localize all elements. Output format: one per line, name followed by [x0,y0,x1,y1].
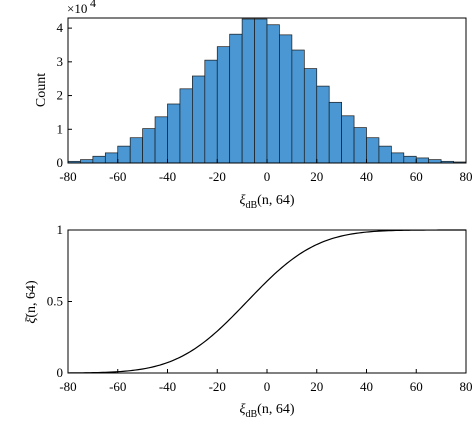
histogram-ytick-label: 4 [57,20,64,35]
histogram-xtick-label: -40 [159,169,176,184]
cdf-xtick-label: -60 [109,379,126,394]
histogram-bar-11 [204,59,218,164]
cdf-xtick-label: 0 [264,379,271,394]
histogram-bar-5 [129,137,143,164]
cdf-ytick-label: 0 [57,365,64,380]
cdf-ylabel-main: ξ̄ [24,314,39,324]
histogram-bar-12 [216,46,231,164]
cdf-xtick-label: 80 [460,379,473,394]
histogram-bar-16 [266,24,280,164]
histogram-bar-7 [154,116,168,164]
histogram-bar-10 [192,75,206,164]
cdf-xtick-label: 20 [310,379,323,394]
histogram-xtick-label: 60 [410,169,423,184]
cdf-ylabel: ξ̄(n, 64) [24,280,39,324]
cdf-xlabel-sub: dB [246,409,258,420]
histogram-bar-26 [391,152,405,164]
histogram-bar-20 [316,85,330,164]
cdf-xlabel-args: (n, 64) [257,402,295,417]
histogram-bar-8 [167,103,181,164]
histogram-bars [67,18,467,164]
histogram-xtick-label: -80 [59,169,76,184]
cdf-yticks: 00.51 [47,222,72,380]
histogram-bar-28 [415,157,430,164]
histogram-bar-13 [229,33,243,164]
histogram-bar-3 [104,152,119,164]
histogram-bar-9 [179,88,193,164]
histogram-bar-18 [291,49,305,164]
cdf-xtick-label: -20 [209,379,226,394]
histogram-xtick-label: 20 [310,169,323,184]
histogram-ytick-label: 3 [57,54,64,69]
histogram-yticks: 0 1 2 3 4 [57,20,72,170]
histogram-ytick-label: 1 [57,121,64,136]
cdf-line [67,229,467,374]
histogram-bar-22 [341,115,355,164]
histogram-xtick-label: -20 [209,169,226,184]
histogram-ytick-label: 0 [57,155,64,170]
histogram-bar-2 [92,155,106,164]
cdf-ytick-label: 1 [57,222,64,237]
histogram-bar-29 [428,159,442,164]
histogram-bar-27 [403,155,417,164]
histogram-xtick-label: 80 [460,169,473,184]
cdf-xtick-label: -40 [159,379,176,394]
histogram-bar-24 [366,137,380,164]
cdf-xlabel-main: ξ [240,402,246,417]
histogram-xlabel-args: (n, 64) [257,193,295,208]
cdf-xtick-label: 60 [410,379,423,394]
histogram-bar-19 [303,68,318,164]
histogram-exponent-power: 4 [90,0,96,10]
cdf-xticks: -80 -60 -40 -20 0 20 40 60 80 [59,369,473,394]
cdf-ylabel-args: (n, 64) [24,280,39,318]
histogram-bar-25 [378,145,392,164]
histogram-xtick-label: 40 [360,169,373,184]
histogram-xlabel: ξdB(n, 64) [240,193,295,211]
histogram-ylabel: Count [34,73,49,107]
histogram-xticks: -80 -60 -40 -20 0 20 40 60 80 [59,159,473,184]
histogram-bar-17 [279,34,293,164]
histogram-bar-14 [241,18,255,164]
histogram-bar-23 [353,127,367,164]
histogram-bar-15 [254,18,268,164]
histogram-xlabel-main: ξ [240,193,246,208]
cdf-ytick-label: 0.5 [47,294,63,309]
histogram-xtick-label: -60 [109,169,126,184]
histogram-xlabel-sub: dB [246,200,258,211]
cdf-chart: -80 -60 -40 -20 0 20 40 60 80 00.51 ξ̄(n, 64) ξd… [24,222,473,420]
histogram-exponent-base: ×10 [67,1,87,16]
histogram-ytick-label: 2 [57,88,64,103]
histogram-bar-21 [328,101,342,164]
histogram-xtick-label: 0 [264,169,271,184]
cdf-xtick-label: -80 [59,379,76,394]
histogram-bar-6 [142,128,156,164]
cdf-xlabel: ξdB(n, 64) [240,402,295,420]
histogram-bar-4 [117,145,131,164]
cdf-axes-box [67,229,467,374]
histogram-bar-1 [80,159,94,164]
cdf-xtick-label: 40 [360,379,373,394]
